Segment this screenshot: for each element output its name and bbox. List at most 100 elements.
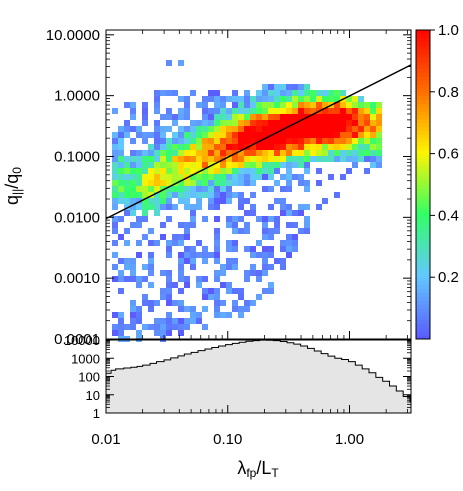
heatmap-cell (172, 120, 178, 126)
heatmap-cell (220, 96, 226, 102)
heatmap-cell (202, 294, 208, 300)
heatmap-cell (232, 90, 238, 96)
heatmap-cell (112, 162, 118, 168)
heatmap-cell (358, 132, 364, 138)
colorbar-segment (416, 33, 430, 39)
heatmap-cell (292, 144, 298, 150)
main-y-tick-label: 1.0000 (54, 88, 100, 105)
heatmap-cell (178, 276, 184, 282)
heatmap-cell (304, 84, 310, 90)
heatmap-cell (352, 162, 358, 168)
heatmap-cell (220, 198, 226, 204)
heatmap-cell (214, 102, 220, 108)
heatmap-cell (298, 204, 304, 210)
colorbar-segment (416, 335, 430, 340)
heatmap-cell (292, 108, 298, 114)
heatmap-cell (334, 114, 340, 120)
heatmap-cell (136, 252, 142, 258)
heatmap-cell (166, 312, 172, 318)
heatmap-cell (154, 90, 160, 96)
heatmap-cell (334, 156, 340, 162)
x-tick-label: 1.00 (335, 431, 364, 448)
heatmap-cell (226, 114, 232, 120)
heatmap-cell (232, 114, 238, 120)
heatmap-cell (232, 222, 238, 228)
heatmap-cell (184, 96, 190, 102)
heatmap-cell (166, 324, 172, 330)
heatmap-cell (142, 138, 148, 144)
heatmap-cell (250, 120, 256, 126)
heatmap-cell (244, 126, 250, 132)
heatmap-cell (118, 186, 124, 192)
heatmap-cell (268, 126, 274, 132)
heatmap-cell (310, 144, 316, 150)
heatmap-cell (184, 174, 190, 180)
heatmap-cell (208, 150, 214, 156)
heatmap-cell (280, 102, 286, 108)
heatmap-cell (256, 114, 262, 120)
heatmap-cell (358, 150, 364, 156)
heatmap-cell (286, 174, 292, 180)
heatmap-cell (304, 204, 310, 210)
colorbar-segment (416, 242, 430, 247)
heatmap-cell (262, 120, 268, 126)
heatmap-cell (358, 138, 364, 144)
heatmap-cell (310, 138, 316, 144)
heatmap-cell (352, 120, 358, 126)
heatmap-cell (268, 150, 274, 156)
heatmap-cell (130, 318, 136, 324)
heatmap-cell (286, 96, 292, 102)
colorbar-segment (416, 284, 430, 290)
heatmap-cell (364, 156, 370, 162)
heatmap-cell (280, 90, 286, 96)
colorbar-segment (416, 203, 430, 209)
heatmap-cell (328, 96, 334, 102)
heatmap-cell (298, 90, 304, 96)
heatmap-cell (184, 222, 190, 228)
heatmap-cell (334, 150, 340, 156)
heatmap-cell (268, 264, 274, 270)
heatmap-cell (178, 132, 184, 138)
heatmap-cell (352, 132, 358, 138)
heatmap-cell (202, 102, 208, 108)
colorbar-segment (416, 165, 430, 170)
heatmap-cell (292, 246, 298, 252)
heatmap-cell (184, 198, 190, 204)
heatmap-cell (268, 288, 274, 294)
heatmap-cell (250, 180, 256, 186)
heatmap-cell (280, 132, 286, 138)
heatmap-cell (160, 174, 166, 180)
heatmap-cell (190, 180, 196, 186)
heatmap-cell (214, 126, 220, 132)
heatmap-cell (136, 198, 142, 204)
colorbar-segment (416, 281, 430, 286)
heatmap-cell (292, 240, 298, 246)
colorbar-segment (416, 114, 430, 120)
heatmap-cell (376, 156, 382, 162)
heatmap-cell (268, 138, 274, 144)
heatmap-cell (268, 96, 274, 102)
heatmap-cell (286, 156, 292, 162)
heatmap-cell (220, 192, 226, 198)
heatmap-cell (214, 168, 220, 174)
colorbar-segment (416, 134, 430, 139)
heatmap-cell (136, 216, 142, 222)
heatmap-cell (310, 150, 316, 156)
heatmap-cell (298, 96, 304, 102)
heatmap-cell (274, 258, 280, 264)
heatmap-cell (118, 174, 124, 180)
heatmap-cell (142, 132, 148, 138)
heatmap-cell (208, 108, 214, 114)
heatmap-cell (214, 270, 220, 276)
heatmap-cell (118, 150, 124, 156)
heatmap-cell (172, 90, 178, 96)
main-fit-line-layer (105, 64, 412, 220)
heatmap-cell (292, 90, 298, 96)
heatmap-cell (178, 324, 184, 330)
heatmap-cell (130, 180, 136, 186)
heatmap-cell (340, 138, 346, 144)
heatmap-cell (316, 120, 322, 126)
heatmap-cell (124, 264, 130, 270)
heatmap-cell (190, 252, 196, 258)
colorbar-segment (416, 315, 430, 321)
